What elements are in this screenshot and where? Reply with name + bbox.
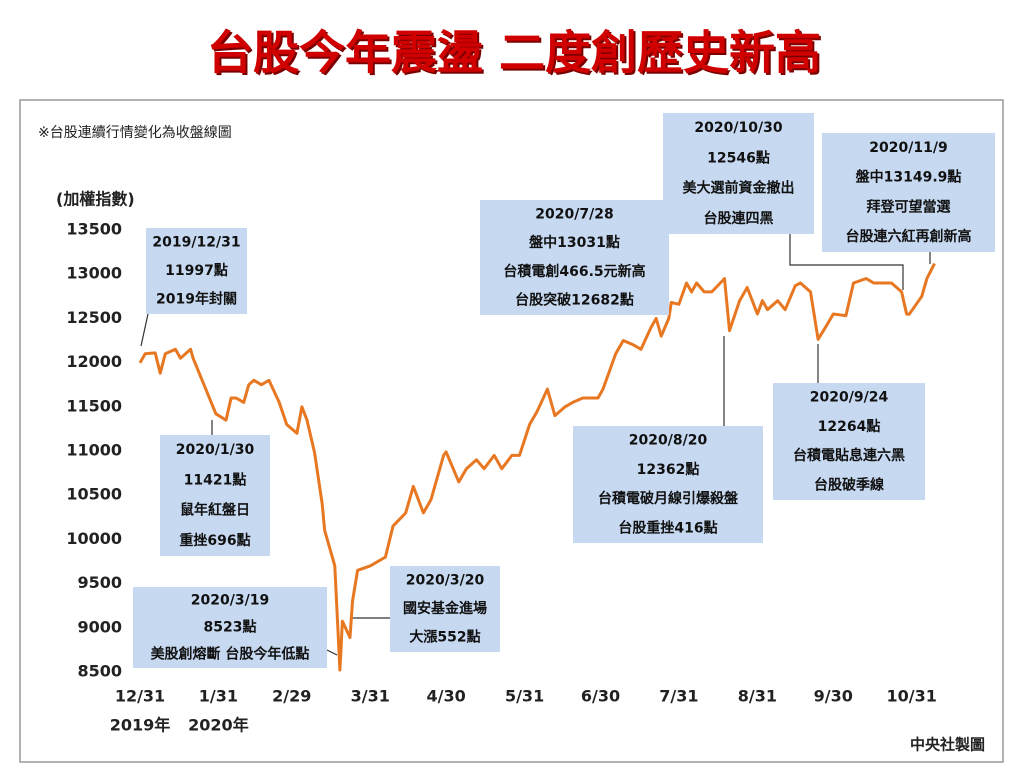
annotation-box (480, 200, 669, 315)
annotation-box (663, 113, 814, 234)
y-tick-label: 10500 (66, 485, 122, 504)
annotation-text: 2020/11/9 (869, 140, 947, 156)
annotation-text: 台股連四黑 (704, 210, 774, 227)
x-tick-label: 8/31 (738, 687, 777, 706)
leader-line (789, 234, 904, 290)
x-tick-label: 6/30 (581, 687, 620, 706)
source: 中央社製圖 (910, 736, 985, 754)
annotation-text: 台股連六紅再創新高 (846, 228, 972, 245)
annotation-box (573, 426, 763, 543)
annotation-text: 重挫696點 (179, 532, 250, 549)
annotation-text: 2020/3/20 (406, 572, 485, 588)
y-tick-label: 11500 (66, 396, 122, 415)
annotation-text: 台積電創466.5元新高 (503, 263, 645, 280)
x-tick-label: 12/31 (115, 687, 165, 706)
annotation-text: 2020/1/30 (176, 442, 255, 458)
annotation-box (160, 435, 270, 556)
x-tick-label: 3/31 (351, 687, 390, 706)
y-axis-label: (加權指數) (56, 190, 135, 209)
plot-frame (19, 99, 1004, 763)
note: ※台股連續行情變化為收盤線圖 (38, 125, 232, 141)
annotation-text: 台股重挫416點 (618, 519, 717, 536)
annotation-text: 2020/9/24 (810, 390, 889, 406)
annotation-text: 拜登可望當選 (867, 198, 951, 215)
annotation-text: 2019/12/31 (152, 234, 240, 250)
annotation-text: 鼠年紅盤日 (180, 502, 250, 519)
y-tick-label: 8500 (77, 662, 122, 681)
annotation-text: 2020/7/28 (535, 206, 613, 222)
x-tick-label: 4/30 (427, 687, 466, 706)
y-tick-label: 9500 (77, 573, 122, 592)
y-tick-label: 12500 (66, 308, 122, 327)
annotation-text: 盤中13149.9點 (856, 169, 962, 186)
annotation-text: 2019年封關 (156, 291, 237, 308)
annotation-text: 2020/3/19 (191, 593, 269, 609)
x-tick-label: 7/31 (659, 687, 698, 706)
annotation-text: 台積電貼息連六黑 (793, 447, 905, 464)
annotation-text: 12546點 (707, 149, 770, 166)
y-tick-label: 10000 (66, 529, 122, 548)
annotation-text: 2020/8/20 (629, 433, 708, 449)
annotation-text: 8523點 (204, 619, 257, 636)
annotation-text: 台積電破月線引爆殺盤 (598, 490, 739, 507)
annotation-box (146, 228, 247, 314)
y-tick-label: 13000 (66, 264, 122, 283)
x-tick-label: 10/31 (887, 687, 937, 706)
y-tick-label: 9000 (77, 617, 122, 636)
annotation-text: 台股突破12682點 (515, 292, 634, 309)
annotation-text: 美大選前資金撤出 (683, 180, 795, 197)
x-tick-label: 1/31 (199, 687, 238, 706)
y-tick-label: 12000 (66, 352, 122, 371)
annotation-box (822, 133, 995, 252)
index-line (138, 262, 936, 672)
x-tick-label: 5/31 (505, 687, 544, 706)
y-tick-label: 13500 (66, 220, 122, 239)
annotation-text: 12264點 (818, 418, 881, 435)
x-tick-label: 9/30 (814, 687, 853, 706)
x-year-label: 2019年 (110, 716, 171, 735)
leader-line (326, 649, 338, 656)
annotation-text: 國安基金進場 (403, 600, 487, 617)
x-year-label: 2020年 (188, 716, 249, 735)
annotation-text: 美股創熔斷 台股今年低點 (151, 646, 310, 663)
title-shadow: 台股今年震盪 二度創歷史新高 (209, 28, 823, 82)
annotation-text: 台股破季線 (814, 476, 884, 493)
y-tick-label: 11000 (66, 441, 122, 460)
annotation-box (133, 587, 327, 668)
chart-title: 台股今年震盪 二度創歷史新高 (207, 26, 821, 80)
leader-line (140, 313, 149, 347)
annotation-text: 大漲552點 (409, 629, 480, 646)
annotation-box (390, 566, 500, 652)
annotation-text: 11997點 (165, 262, 228, 279)
annotation-text: 12362點 (637, 461, 700, 478)
annotation-text: 11421點 (184, 471, 247, 488)
annotation-box (773, 383, 925, 500)
annotation-text: 盤中13031點 (529, 234, 620, 251)
annotation-text: 2020/10/30 (694, 120, 782, 136)
x-tick-label: 2/29 (272, 687, 311, 706)
